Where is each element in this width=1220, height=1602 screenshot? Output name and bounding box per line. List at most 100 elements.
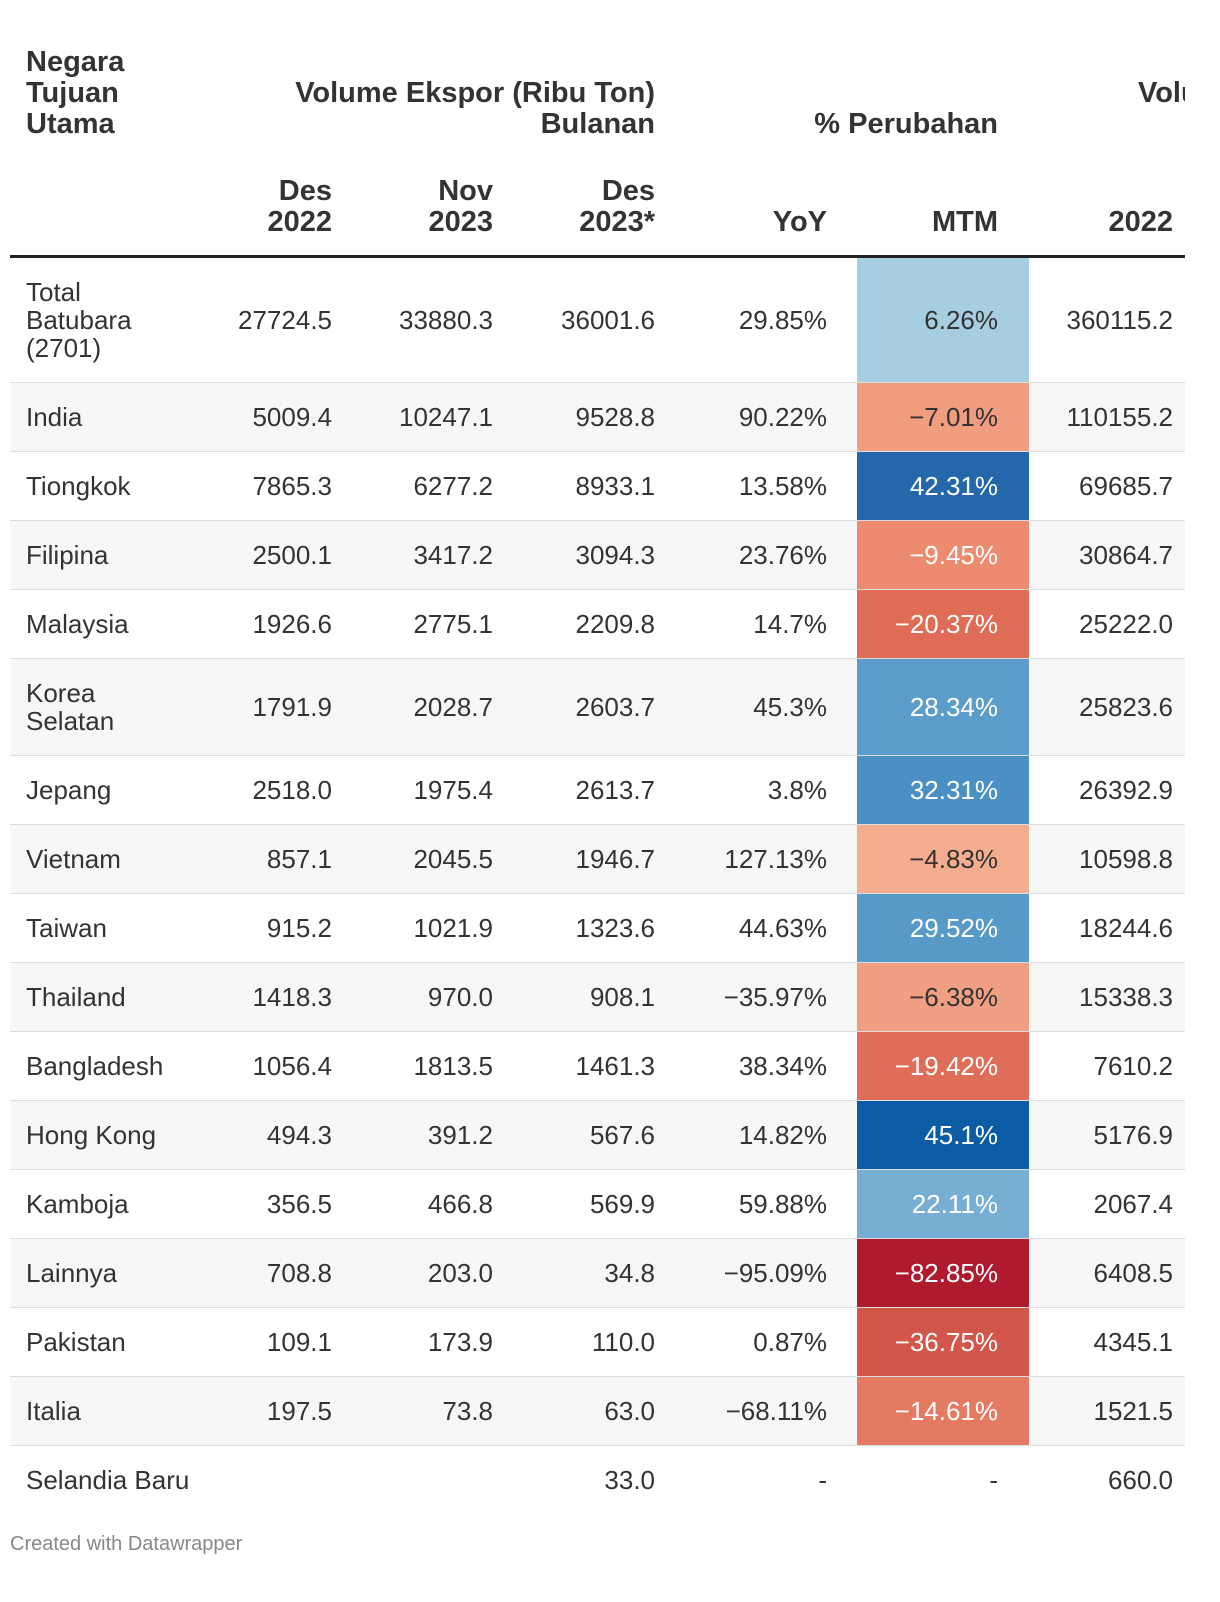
country-cell: Total Batubara (2701) bbox=[26, 276, 132, 363]
value-cell: 3094.3 bbox=[503, 519, 666, 589]
value-cell: 2067.4 bbox=[1029, 1168, 1185, 1238]
value-cell: 13.58% bbox=[665, 450, 858, 520]
value-cell: 8933.1 bbox=[503, 450, 666, 520]
value-cell: 5176.9 bbox=[1029, 1099, 1185, 1169]
country-cell: Lainnya bbox=[10, 1237, 210, 1307]
value-cell: 567.6 bbox=[503, 1099, 666, 1169]
value-cell: 857.1 bbox=[210, 823, 342, 893]
value-cell: - bbox=[857, 1444, 1030, 1514]
value-cell: 29.85% bbox=[738, 304, 828, 335]
value-cell: 2613.7 bbox=[503, 754, 666, 824]
table-row: Selandia Baru 33.0- -660.0 bbox=[10, 1444, 1185, 1514]
value-cell: 3417.2 bbox=[342, 519, 503, 589]
country-cell: Vietnam bbox=[10, 823, 210, 893]
value-cell: 494.3 bbox=[210, 1099, 342, 1169]
value-cell: 10247.1 bbox=[342, 381, 503, 451]
column-header: Nov 2023 bbox=[342, 144, 503, 258]
value-cell: 59.88% bbox=[665, 1168, 858, 1238]
country-cell: Selandia Baru bbox=[10, 1444, 210, 1514]
country-cell: Korea Selatan bbox=[10, 657, 210, 755]
value-cell: −68.11% bbox=[665, 1375, 858, 1445]
value-cell: 27724.5 bbox=[238, 304, 332, 335]
value-cell bbox=[210, 1444, 342, 1514]
value-cell: 2045.5 bbox=[342, 823, 503, 893]
column-header: YoY bbox=[665, 144, 858, 258]
value-cell: 110155.2 bbox=[1029, 381, 1185, 451]
value-cell: 23.76% bbox=[665, 519, 858, 589]
country-cell: Taiwan bbox=[10, 892, 210, 962]
value-cell: 466.8 bbox=[342, 1168, 503, 1238]
value-cell: 908.1 bbox=[503, 961, 666, 1031]
value-cell: 33880.3 bbox=[399, 304, 493, 335]
value-cell: 69685.7 bbox=[1029, 450, 1185, 520]
table-row: Taiwan 915.2 1021.9 1323.6 44.63% 29.52% 18244… bbox=[10, 892, 1185, 962]
table: Negara Tujuan Utama Volume Ekspor (Ribu … bbox=[10, 36, 1185, 1514]
value-cell: 44.63% bbox=[665, 892, 858, 962]
value-cell: 3.8% bbox=[665, 754, 858, 824]
table-row: Lainnya 708.8 203.0 34.8 −95.09% −82.85% 6408.… bbox=[10, 1237, 1185, 1307]
value-cell: 9528.8 bbox=[503, 381, 666, 451]
value-cell: 970.0 bbox=[342, 961, 503, 1031]
value-cell: 4345.1 bbox=[1029, 1306, 1185, 1376]
value-cell: 5009.4 bbox=[210, 381, 342, 451]
value-cell: 25823.6 bbox=[1029, 657, 1185, 755]
value-cell: −95.09% bbox=[665, 1237, 858, 1307]
value-cell: 30864.7 bbox=[1029, 519, 1185, 589]
value-cell: - bbox=[665, 1444, 858, 1514]
value-cell: 127.13% bbox=[665, 823, 858, 893]
value-cell: 660.0 bbox=[1029, 1444, 1185, 1514]
value-cell: 1975.4 bbox=[342, 754, 503, 824]
value-cell: −14.61% bbox=[857, 1375, 1030, 1445]
table-row: Tiongkok 7865.3 6277.2 8933.1 13.58% 42.31% 69… bbox=[10, 450, 1185, 520]
value-cell: 0.87% bbox=[665, 1306, 858, 1376]
value-cell: 73.8 bbox=[342, 1375, 503, 1445]
value-cell: 25222.0 bbox=[1029, 588, 1185, 658]
value-cell: 22.11% bbox=[857, 1168, 1030, 1238]
value-cell: 173.9 bbox=[342, 1306, 503, 1376]
value-cell: 2500.1 bbox=[210, 519, 342, 589]
value-cell: −20.37% bbox=[857, 588, 1030, 658]
value-cell: −36.75% bbox=[857, 1306, 1030, 1376]
table-row: Italia 197.5 73.8 63.0 −68.11% −14.61% 1521.5 bbox=[10, 1375, 1185, 1445]
value-cell: 1791.9 bbox=[210, 657, 342, 755]
column-header: Des 2022 bbox=[210, 144, 342, 258]
country-cell: Hong Kong bbox=[10, 1099, 210, 1169]
value-cell: 7865.3 bbox=[210, 450, 342, 520]
credit: Created with Datawrapper bbox=[10, 1533, 243, 1555]
table-row: Total Batubara (2701) 27724.5 33880.3 36001… bbox=[10, 256, 1185, 382]
value-cell: 2028.7 bbox=[342, 657, 503, 755]
table-row: Pakistan 109.1 173.9 110.0 0.87% −36.75% 4345.… bbox=[10, 1306, 1185, 1376]
table-row: Filipina 2500.1 3417.2 3094.3 23.76% −9.45% 30… bbox=[10, 519, 1185, 589]
country-cell: Tiongkok bbox=[10, 450, 210, 520]
country-cell: Pakistan bbox=[10, 1306, 210, 1376]
value-cell: 32.31% bbox=[857, 754, 1030, 824]
value-cell: 6277.2 bbox=[342, 450, 503, 520]
value-cell: 391.2 bbox=[342, 1099, 503, 1169]
column-header: MTM bbox=[857, 144, 1030, 258]
value-cell: 29.52% bbox=[857, 892, 1030, 962]
value-cell: −82.85% bbox=[857, 1237, 1030, 1307]
header-group: % Perubahan bbox=[814, 108, 999, 140]
table-row: Thailand 1418.3 970.0 908.1 −35.97% −6.38% 153… bbox=[10, 961, 1185, 1031]
value-cell: 63.0 bbox=[503, 1375, 666, 1445]
value-cell: 42.31% bbox=[857, 450, 1030, 520]
value-cell: 33.0 bbox=[503, 1444, 666, 1514]
value-cell: 45.1% bbox=[857, 1099, 1030, 1169]
column-header: 2022 bbox=[1029, 144, 1185, 258]
value-cell: 708.8 bbox=[210, 1237, 342, 1307]
table-row: Korea Selatan 1791.9 2028.7 2603.7 45.3% 28.3… bbox=[10, 657, 1185, 755]
value-cell: 2209.8 bbox=[503, 588, 666, 658]
value-cell: 1418.3 bbox=[210, 961, 342, 1031]
table-row: Vietnam 857.1 2045.5 1946.7 127.13% −4.83% 105… bbox=[10, 823, 1185, 893]
value-cell: −4.83% bbox=[857, 823, 1030, 893]
value-cell: −35.97% bbox=[665, 961, 858, 1031]
value-cell: 110.0 bbox=[503, 1306, 666, 1376]
country-cell: Italia bbox=[10, 1375, 210, 1445]
country-cell: Thailand bbox=[10, 961, 210, 1031]
value-cell: 109.1 bbox=[210, 1306, 342, 1376]
value-cell: 1323.6 bbox=[503, 892, 666, 962]
table-row: Jepang 2518.0 1975.4 2613.7 3.8% 32.31% 26392.… bbox=[10, 754, 1185, 824]
value-cell: 356.5 bbox=[210, 1168, 342, 1238]
value-cell: 1521.5 bbox=[1029, 1375, 1185, 1445]
